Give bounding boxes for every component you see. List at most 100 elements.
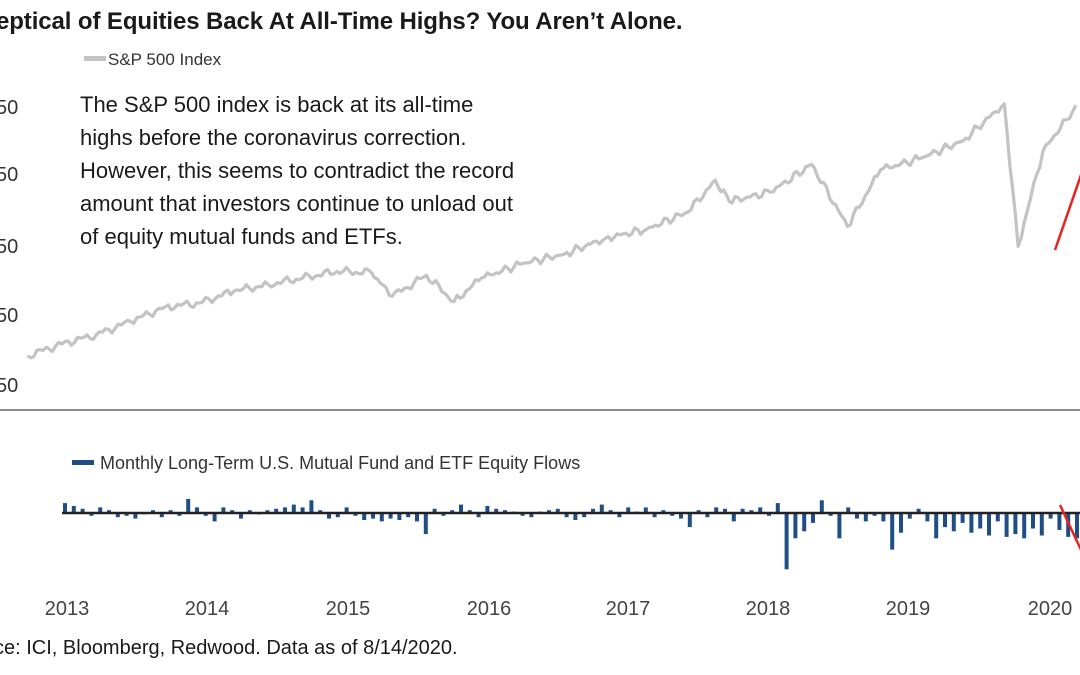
flow-bar [731, 513, 736, 522]
flow-bar [221, 507, 226, 513]
flow-bar [151, 510, 155, 513]
flow-bar [327, 513, 331, 519]
flow-bar [846, 507, 851, 513]
x-tick-label: 2016 [466, 598, 512, 620]
flow-bar [573, 513, 578, 520]
x-tick-label: 2014 [184, 598, 230, 620]
flow-bar [793, 513, 798, 539]
flow-bar [388, 513, 393, 519]
flow-bar [247, 510, 252, 513]
flow-bar [951, 513, 956, 532]
flow-bar [1031, 513, 1035, 529]
flow-bar [212, 513, 217, 522]
flow-bar [643, 507, 648, 513]
flow-bar [300, 507, 305, 513]
flow-bar [1075, 513, 1079, 539]
flow-bar [115, 513, 120, 518]
flow-bar [203, 513, 208, 516]
flow-bar [819, 500, 824, 513]
flow-bar [626, 507, 631, 513]
annotation-line: However, this seems to contradict the re… [80, 158, 515, 183]
source-note: ce: ICI, Bloomberg, Redwood. Data as of … [0, 637, 458, 659]
flow-bar [679, 513, 683, 519]
flow-bar [485, 506, 490, 513]
flow-bar [899, 513, 903, 533]
flow-bar [881, 513, 886, 522]
flow-bar [696, 510, 701, 513]
annotation-line: The S&P 500 index is back at its all-tim… [80, 92, 474, 117]
annotation-line: of equity mutual funds and ETFs. [80, 224, 403, 249]
flow-bar [89, 513, 94, 516]
flow-bar [969, 513, 974, 533]
flow-bar [371, 513, 375, 519]
flow-bar [467, 510, 472, 513]
chart-title: eptical of Equities Back At All-Time Hig… [0, 8, 683, 35]
flow-bar [925, 513, 930, 522]
flow-bar [802, 513, 807, 532]
y-tick-label: 50 [0, 305, 19, 327]
recovery-highlight-arrow [1053, 173, 1080, 251]
flow-bar [63, 503, 67, 513]
flow-bar [907, 513, 912, 519]
flow-bar [1022, 513, 1027, 539]
flow-bar [379, 513, 384, 522]
flow-bar [230, 510, 235, 513]
flow-bar [1004, 513, 1009, 537]
flow-bar [1013, 513, 1018, 535]
annotation-text: The S&P 500 index is back at its all-tim… [80, 88, 610, 253]
flow-bar [916, 508, 921, 513]
flow-bar [177, 513, 182, 516]
flow-bar [661, 510, 666, 513]
flow-bar [459, 504, 463, 513]
flow-bar [71, 506, 76, 513]
flow-bar [872, 513, 877, 516]
flow-bar [274, 508, 279, 513]
flow-bar [617, 513, 622, 518]
sp500-legend-label: S&P 500 Index [108, 50, 222, 69]
flow-bar [283, 507, 287, 513]
flow-bar [318, 510, 323, 513]
flow-bar [758, 507, 763, 513]
flow-bar [239, 513, 243, 519]
annotation-line: amount that investors continue to unload… [80, 191, 513, 216]
flow-bar [749, 510, 754, 513]
flow-bar [168, 510, 173, 513]
flow-bar [943, 513, 947, 528]
flow-bar [828, 513, 833, 516]
flow-bar [723, 508, 727, 513]
flow-bar [423, 513, 428, 535]
flow-bar [133, 513, 138, 519]
sp500-line [26, 102, 1078, 360]
flow-bar [353, 513, 358, 516]
flow-bar [195, 507, 199, 513]
flow-bar [80, 508, 85, 513]
flow-bar [529, 513, 534, 518]
flow-bar [582, 513, 587, 518]
flow-bar [670, 513, 675, 516]
flow-bar [494, 508, 499, 513]
flow-bar [450, 510, 455, 513]
flow-bar [934, 513, 939, 539]
flow-bar [1048, 513, 1053, 519]
flow-bar [591, 508, 595, 513]
flow-bar [811, 513, 815, 523]
flow-bar [503, 510, 507, 513]
flow-bar [714, 507, 719, 513]
x-tick-label: 2018 [745, 598, 791, 620]
flow-bar [362, 513, 367, 520]
flow-bar [432, 508, 437, 513]
flow-bar [863, 513, 868, 522]
flow-bar [555, 508, 560, 513]
flow-bar [775, 503, 780, 513]
y-tick-label: 50 [0, 236, 19, 258]
y-tick-label: 50 [0, 164, 19, 186]
flows-legend: Monthly Long-Term U.S. Mutual Fund and E… [72, 453, 580, 474]
flows-legend-swatch [72, 459, 94, 465]
flow-bar [309, 500, 314, 513]
flow-bar [124, 513, 129, 516]
flow-bar [98, 507, 103, 513]
y-tick-label: 50 [0, 375, 19, 397]
x-tick-label: 2020 [1027, 598, 1073, 620]
flow-bar [987, 513, 991, 536]
